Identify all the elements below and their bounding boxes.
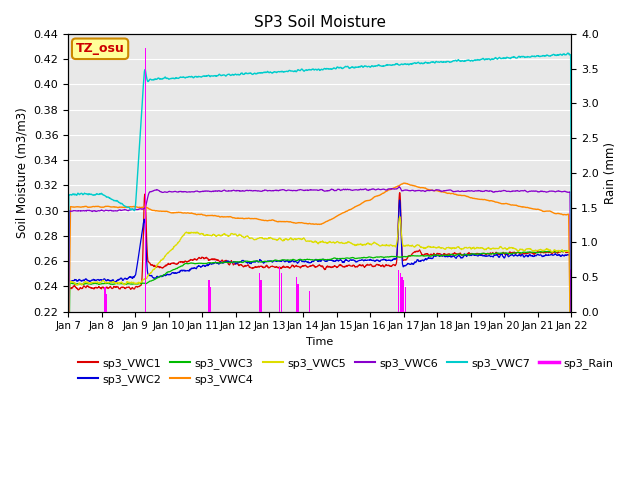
sp3_VWC4 [297, 220, 305, 226]
sp3_VWC1 [351, 263, 358, 269]
sp3_VWC5 [568, 416, 575, 422]
sp3_VWC4 [568, 411, 575, 417]
sp3_VWC3 [562, 248, 570, 253]
sp3_VWC6 [124, 207, 131, 213]
sp3_VWC2 [351, 258, 358, 264]
Y-axis label: Rain (mm): Rain (mm) [604, 142, 618, 204]
Bar [401, 277, 403, 312]
sp3_VWC5 [64, 434, 72, 440]
sp3_VWC4 [401, 180, 408, 186]
sp3_VWC3 [288, 257, 296, 263]
sp3_VWC7 [278, 69, 285, 75]
Bar [104, 288, 106, 312]
X-axis label: Time: Time [306, 337, 333, 347]
sp3_VWC6 [64, 397, 72, 403]
sp3_VWC6 [297, 187, 305, 192]
sp3_VWC7 [288, 68, 296, 74]
Bar [399, 274, 401, 312]
sp3_VWC2 [297, 258, 305, 264]
sp3_VWC4 [351, 204, 358, 210]
sp3_VWC3 [278, 257, 285, 263]
sp3_VWC1 [124, 284, 131, 290]
sp3_VWC3 [103, 280, 111, 286]
Line: sp3_VWC2: sp3_VWC2 [68, 200, 572, 434]
Line: sp3_VWC6: sp3_VWC6 [68, 187, 572, 400]
sp3_VWC6 [396, 184, 403, 190]
sp3_VWC4 [278, 219, 285, 225]
sp3_VWC5 [124, 279, 131, 285]
sp3_VWC5 [297, 237, 305, 242]
sp3_VWC1 [568, 361, 575, 367]
sp3_VWC7 [351, 64, 358, 70]
Bar [209, 280, 210, 312]
Bar [279, 266, 280, 312]
sp3_VWC3 [297, 257, 305, 263]
sp3_VWC1 [288, 262, 296, 268]
Line: sp3_VWC1: sp3_VWC1 [68, 192, 572, 439]
sp3_VWC1 [278, 265, 285, 271]
sp3_VWC3 [124, 281, 131, 287]
Bar [106, 294, 108, 312]
sp3_VWC7 [103, 194, 111, 200]
sp3_VWC6 [288, 188, 296, 193]
sp3_VWC5 [288, 237, 296, 242]
Bar [259, 274, 260, 312]
sp3_VWC4 [288, 219, 296, 225]
sp3_VWC2 [568, 363, 575, 369]
Bar [210, 288, 211, 312]
Y-axis label: Soil Moisture (m3/m3): Soil Moisture (m3/m3) [15, 108, 28, 238]
sp3_VWC5 [351, 242, 358, 248]
sp3_VWC1 [396, 190, 404, 195]
Title: SP3 Soil Moisture: SP3 Soil Moisture [253, 15, 386, 30]
sp3_VWC2 [288, 258, 296, 264]
sp3_VWC3 [351, 255, 358, 261]
sp3_VWC5 [278, 237, 285, 243]
Line: sp3_VWC5: sp3_VWC5 [68, 216, 572, 437]
sp3_VWC2 [64, 431, 72, 437]
sp3_VWC7 [564, 50, 572, 56]
sp3_VWC1 [64, 436, 72, 442]
sp3_VWC2 [396, 197, 403, 203]
Bar [309, 291, 310, 312]
Text: TZ_osu: TZ_osu [76, 42, 124, 55]
sp3_VWC6 [278, 187, 285, 193]
sp3_VWC2 [103, 277, 111, 283]
Line: sp3_VWC7: sp3_VWC7 [68, 53, 572, 352]
Bar [260, 280, 262, 312]
sp3_VWC4 [124, 204, 131, 210]
sp3_VWC7 [64, 349, 72, 355]
sp3_VWC7 [568, 266, 575, 272]
Bar [404, 288, 406, 312]
Line: sp3_VWC3: sp3_VWC3 [68, 251, 572, 436]
Bar [280, 274, 282, 312]
Line: sp3_VWC4: sp3_VWC4 [68, 183, 572, 414]
sp3_VWC1 [103, 284, 111, 290]
Bar [403, 280, 404, 312]
sp3_VWC2 [124, 276, 131, 282]
Legend: sp3_VWC1, sp3_VWC2, sp3_VWC3, sp3_VWC4, sp3_VWC5, sp3_VWC6, sp3_VWC7, sp3_Rain: sp3_VWC1, sp3_VWC2, sp3_VWC3, sp3_VWC4, … [74, 353, 618, 389]
Bar [398, 270, 399, 312]
Bar [145, 48, 146, 312]
sp3_VWC6 [568, 387, 575, 393]
sp3_VWC6 [103, 207, 111, 213]
sp3_VWC2 [278, 258, 285, 264]
sp3_VWC4 [64, 383, 72, 388]
sp3_VWC3 [568, 418, 575, 423]
sp3_VWC7 [297, 67, 305, 72]
sp3_VWC7 [124, 204, 131, 210]
sp3_VWC5 [103, 279, 111, 285]
Bar [296, 277, 297, 312]
sp3_VWC6 [351, 187, 358, 193]
sp3_VWC5 [396, 214, 404, 219]
sp3_VWC3 [64, 433, 72, 439]
sp3_VWC1 [297, 264, 305, 269]
sp3_VWC4 [103, 204, 111, 209]
